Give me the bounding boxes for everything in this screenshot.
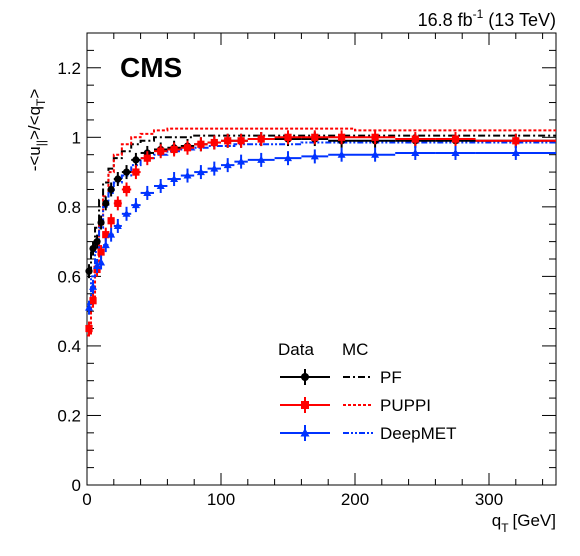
data-point-puppi: [207, 135, 221, 150]
data-point-deepmet: [167, 172, 181, 187]
y-tick-label: 0: [72, 476, 81, 495]
legend-header-mc: MC: [342, 340, 368, 359]
data-point-pf: [113, 172, 122, 187]
data-point-deepmet: [97, 255, 106, 270]
x-axis-sub: T: [501, 521, 509, 535]
data-point-deepmet: [194, 165, 208, 180]
legend-label: DeepMET: [380, 424, 457, 443]
data-point-deepmet: [247, 152, 275, 167]
x-tick-label: 200: [341, 490, 369, 509]
mc-line-puppi: [87, 127, 556, 337]
data-point-deepmet: [85, 300, 94, 315]
data-point-puppi: [180, 140, 195, 155]
data-point-puppi: [234, 133, 248, 148]
legend-label: PUPPI: [380, 396, 431, 415]
data-point-puppi: [154, 144, 168, 159]
data-point-deepmet: [274, 151, 302, 166]
data-point-deepmet: [93, 258, 102, 273]
x-tick-label: 300: [475, 490, 503, 509]
data-point-deepmet: [234, 154, 248, 169]
y-tick-label: 1: [72, 128, 81, 147]
x-axis-var: q: [492, 511, 501, 530]
data-point-deepmet: [140, 185, 154, 200]
data-point-pf: [131, 152, 141, 167]
data-point-deepmet: [180, 168, 195, 183]
lumi-label: 16.8 fb-1 (13 TeV): [418, 7, 556, 30]
cms-label: CMS: [120, 52, 182, 83]
data-point-puppi: [107, 213, 115, 228]
y-tick-label: 1.2: [57, 59, 81, 78]
data-point-deepmet: [355, 147, 396, 162]
data-point-deepmet: [207, 161, 221, 176]
data-point-puppi: [247, 132, 275, 147]
data-point-deepmet: [435, 145, 476, 160]
data-point-deepmet: [89, 279, 98, 294]
y-tick-label: 0.8: [57, 198, 81, 217]
data-point-pf: [93, 234, 101, 249]
data-point-pf: [89, 241, 97, 256]
data-point-puppi: [85, 321, 93, 336]
data-point-puppi: [475, 133, 556, 148]
data-point-puppi: [131, 165, 141, 180]
x-axis-unit: [GeV]: [513, 511, 556, 530]
data-point-pf: [97, 215, 105, 230]
lumi-value: 16.8 fb: [418, 10, 473, 30]
data-point-puppi: [355, 130, 396, 145]
legend: Data MC PF PUPPI DeepMET: [278, 340, 457, 443]
data-point-puppi: [121, 182, 132, 197]
data-point-deepmet: [121, 206, 132, 221]
data-point-puppi: [167, 142, 181, 157]
data-point-puppi: [395, 132, 436, 147]
data-point-pf: [85, 264, 93, 279]
y-tick-label: 0.4: [57, 337, 81, 356]
x-axis-title: qT [GeV]: [492, 511, 556, 535]
data-point-puppi: [140, 151, 154, 166]
plot-frame: [86, 32, 557, 486]
data-point-deepmet: [221, 158, 235, 173]
data-point-pf: [121, 165, 132, 180]
x-tick-label: 0: [82, 490, 91, 509]
legend-label: PF: [380, 368, 402, 387]
data-point-puppi: [89, 293, 97, 308]
data-point-deepmet: [101, 238, 110, 253]
data-point-puppi: [435, 132, 476, 147]
legend-entry-deepmet: DeepMET: [280, 424, 457, 443]
data-point-deepmet: [113, 218, 122, 233]
data-point-deepmet: [154, 178, 168, 193]
data-point-pf: [107, 182, 115, 197]
data-point-deepmet: [328, 147, 355, 162]
legend-header-data: Data: [278, 340, 314, 359]
legend-entry-puppi: PUPPI: [280, 396, 431, 415]
data-point-deepmet: [107, 227, 116, 242]
data-point-deepmet: [131, 198, 141, 213]
y-axis-title: -<u||>/<qT>: [25, 89, 48, 172]
x-tick-label: 100: [207, 490, 235, 509]
data-point-deepmet: [395, 145, 436, 160]
y-tick-label: 0.6: [57, 267, 81, 286]
data-point-puppi: [221, 133, 235, 148]
data-point-puppi: [194, 137, 208, 152]
data-point-puppi: [113, 196, 122, 211]
energy-label: (13 TeV): [488, 10, 556, 30]
data-point-deepmet: [475, 145, 556, 160]
y-tick-label: 0.2: [57, 406, 81, 425]
data-point-pf: [102, 196, 110, 211]
mc-line-pf: [87, 134, 556, 271]
data-point-deepmet: [301, 149, 329, 164]
data-point-puppi: [274, 130, 302, 145]
mc-line-deepmet: [87, 141, 556, 306]
data-point-puppi: [301, 130, 329, 145]
data-point-puppi: [328, 130, 355, 145]
lumi-exponent: -1: [473, 7, 484, 21]
legend-entry-pf: PF: [280, 368, 402, 387]
